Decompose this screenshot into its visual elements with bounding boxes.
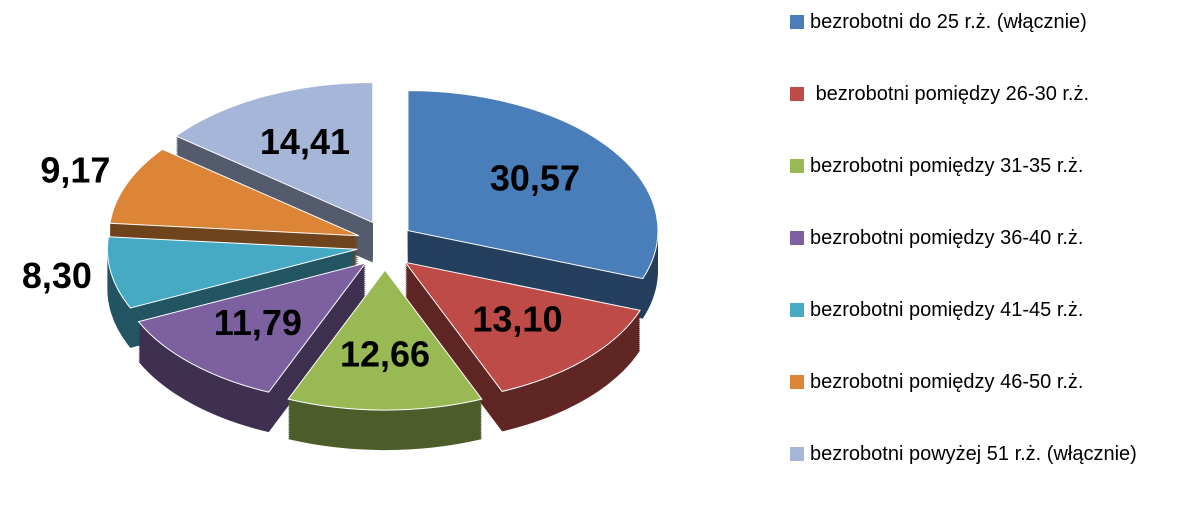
legend-swatch	[790, 87, 804, 101]
data-label: 9,17	[40, 149, 110, 190]
data-label: 12,66	[340, 333, 430, 374]
slice	[407, 90, 659, 319]
slice-top	[287, 269, 483, 411]
data-label: 8,30	[22, 255, 92, 296]
legend-item: bezrobotni do 25 r.ż. (włącznie)	[790, 10, 1180, 82]
slice-top	[404, 261, 641, 392]
pie-area: 30,57 13,10 12,66 11,79 8,30 9,17 14,41	[22, 81, 659, 451]
legend-swatch	[790, 303, 804, 317]
slice-top	[407, 90, 659, 280]
legend-item: bezrobotni powyżej 51 r.ż. (włącznie)	[790, 442, 1180, 514]
legend-swatch	[790, 231, 804, 245]
legend-item: bezrobotni pomiędzy 41-45 r.ż.	[790, 298, 1180, 370]
legend-item: bezrobotni pomiędzy 26-30 r.ż.	[790, 82, 1180, 154]
slice-top	[137, 262, 367, 393]
slice	[137, 262, 367, 433]
slice	[287, 269, 483, 451]
legend-swatch	[790, 375, 804, 389]
slice-top	[106, 236, 358, 309]
legend-label: bezrobotni powyżej 51 r.ż. (włącznie)	[810, 443, 1137, 465]
legend-label: bezrobotni pomiędzy 31-35 r.ż.	[810, 155, 1084, 177]
legend-label: bezrobotni pomiędzy 36-40 r.ż.	[810, 227, 1084, 249]
legend-swatch	[790, 447, 804, 461]
legend-swatch	[790, 159, 804, 173]
legend-label: bezrobotni do 25 r.ż. (włącznie)	[810, 11, 1087, 33]
legend-label: bezrobotni pomiędzy 41-45 r.ż.	[810, 299, 1084, 321]
legend-item: bezrobotni pomiędzy 31-35 r.ż.	[790, 154, 1180, 226]
legend-item: bezrobotni pomiędzy 36-40 r.ż.	[790, 226, 1180, 298]
data-label: 30,57	[490, 157, 580, 198]
slice-top	[175, 81, 374, 224]
slice-top	[109, 148, 360, 237]
slice	[404, 261, 641, 432]
data-label: 13,10	[472, 299, 562, 340]
legend-label: bezrobotni pomiędzy 26-30 r.ż.	[810, 83, 1090, 105]
data-label: 11,79	[214, 302, 302, 343]
legend: bezrobotni do 25 r.ż. (włącznie) bezrobo…	[790, 10, 1180, 514]
data-label: 14,41	[260, 121, 350, 162]
legend-label: bezrobotni pomiędzy 46-50 r.ż.	[810, 371, 1084, 393]
legend-item: bezrobotni pomiędzy 46-50 r.ż.	[790, 370, 1180, 442]
legend-swatch	[790, 15, 804, 29]
